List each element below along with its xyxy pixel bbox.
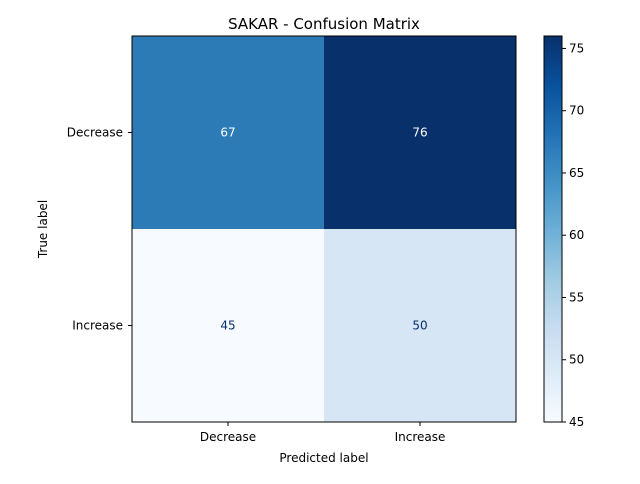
colorbar-tick-label: 60	[569, 228, 584, 242]
colorbar-ticks: 45 50 55 60 65 70 75	[562, 41, 584, 429]
cell-value-label: 67	[220, 126, 235, 140]
cell-value-label: 50	[412, 319, 427, 333]
x-tick-label: Decrease	[200, 430, 256, 444]
colorbar-tick-label: 45	[569, 415, 584, 429]
cell-value-label: 76	[412, 126, 427, 140]
chart-title: SAKAR - Confusion Matrix	[228, 15, 420, 33]
cell-value-label: 45	[220, 319, 235, 333]
heatmap-cells: 67 76 45 50	[132, 36, 516, 422]
y-axis: Decrease Increase	[67, 126, 132, 333]
y-axis-label: True label	[36, 200, 50, 259]
colorbar-tick-label: 50	[569, 353, 584, 367]
colorbar-tick-label: 75	[569, 41, 584, 55]
x-axis: Decrease Increase	[200, 422, 446, 444]
heatmap-cell	[132, 36, 324, 229]
y-tick-label: Increase	[72, 319, 123, 333]
colorbar	[543, 35, 563, 423]
colorbar-tick-label: 55	[569, 290, 584, 304]
x-tick-label: Increase	[395, 430, 446, 444]
colorbar-tick-label: 65	[569, 166, 584, 180]
heatmap-cell	[324, 36, 516, 229]
heatmap-cell	[324, 229, 516, 422]
heatmap-cell	[132, 229, 324, 422]
x-axis-label: Predicted label	[279, 451, 368, 465]
y-tick-label: Decrease	[67, 126, 123, 140]
colorbar-tick-label: 70	[569, 104, 584, 118]
plot-frame	[131, 35, 517, 423]
